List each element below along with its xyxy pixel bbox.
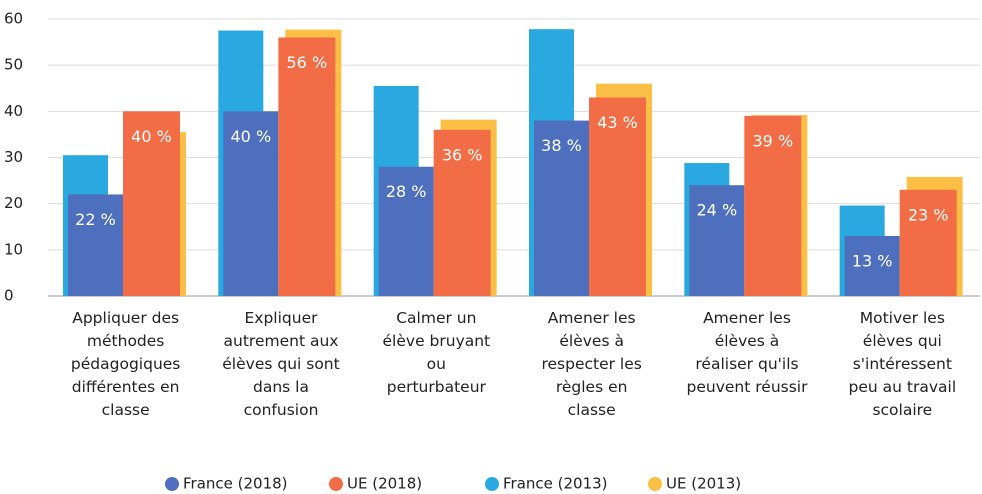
y-tick-label: 60	[4, 10, 23, 28]
x-tick-label: Amener les élèves à réaliser qu'ils peuv…	[686, 309, 808, 396]
legend-swatch	[329, 477, 343, 491]
x-tick-label: Amener les élèves à respecter les règles…	[541, 309, 642, 419]
y-tick-label: 30	[4, 148, 23, 166]
value-label: 24 %	[697, 201, 738, 220]
bar	[689, 185, 745, 296]
value-label: 56 %	[287, 53, 328, 72]
value-label: 22 %	[75, 210, 116, 229]
bar	[378, 166, 434, 296]
legend-label: France (2018)	[183, 475, 288, 493]
bar	[899, 189, 957, 296]
value-label: 43 %	[597, 113, 638, 132]
x-tick-label: Expliquer autrement aux élèves qui sont …	[222, 309, 340, 419]
bar	[278, 37, 336, 296]
x-tick-label: Calmer un élève bruyant ou perturbateur	[382, 309, 491, 396]
bar	[68, 194, 123, 296]
bar	[589, 97, 646, 296]
value-label: 36 %	[442, 145, 483, 164]
x-tick-label: Motiver les élèves qui s'intéressent peu…	[848, 309, 957, 419]
bar	[744, 115, 802, 296]
value-label: 39 %	[753, 131, 794, 150]
y-tick-label: 10	[4, 240, 23, 258]
value-label: 28 %	[386, 182, 427, 201]
legend-swatch	[648, 477, 662, 491]
value-label: 40 %	[131, 127, 172, 146]
y-tick-label: 20	[4, 194, 23, 212]
value-label: 40 %	[231, 127, 272, 146]
legend-swatch	[165, 477, 179, 491]
value-label: 38 %	[541, 136, 582, 155]
x-tick-label: Appliquer des méthodes pédagogiques diff…	[70, 309, 181, 419]
bar	[844, 235, 900, 296]
value-label: 23 %	[908, 205, 949, 224]
bar	[223, 111, 279, 296]
legend-label: France (2013)	[503, 475, 608, 493]
legend-label: UE (2013)	[666, 475, 741, 493]
bar	[534, 120, 589, 296]
y-tick-label: 40	[4, 102, 23, 120]
legend-swatch	[485, 477, 499, 491]
y-tick-label: 0	[4, 287, 14, 305]
bar	[433, 129, 491, 296]
value-label: 13 %	[852, 251, 893, 270]
bar	[123, 111, 180, 296]
y-tick-label: 50	[4, 56, 23, 74]
legend-label: UE (2018)	[347, 475, 422, 493]
